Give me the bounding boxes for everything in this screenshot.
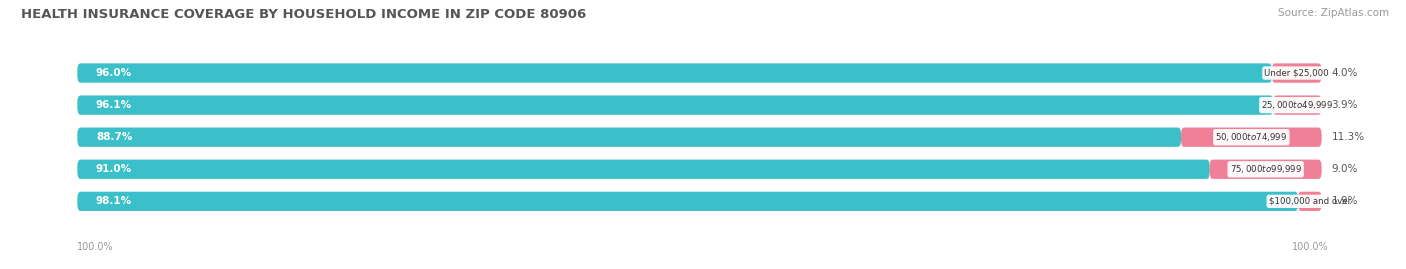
Text: Under $25,000: Under $25,000 [1264,69,1329,77]
FancyBboxPatch shape [77,95,1322,115]
FancyBboxPatch shape [77,160,1209,179]
FancyBboxPatch shape [1181,128,1322,147]
Text: Source: ZipAtlas.com: Source: ZipAtlas.com [1278,8,1389,18]
Text: 11.3%: 11.3% [1331,132,1365,142]
FancyBboxPatch shape [77,192,1298,211]
FancyBboxPatch shape [1209,160,1322,179]
Text: 96.1%: 96.1% [96,100,132,110]
Text: $50,000 to $74,999: $50,000 to $74,999 [1215,131,1288,143]
FancyBboxPatch shape [1298,192,1322,211]
Text: $100,000 and over: $100,000 and over [1268,197,1351,206]
Text: 4.0%: 4.0% [1331,68,1358,78]
FancyBboxPatch shape [1272,95,1322,115]
Text: 98.1%: 98.1% [96,196,132,206]
Text: $25,000 to $49,999: $25,000 to $49,999 [1261,99,1333,111]
FancyBboxPatch shape [1272,63,1322,83]
FancyBboxPatch shape [77,95,1272,115]
FancyBboxPatch shape [77,128,1181,147]
Text: 3.9%: 3.9% [1331,100,1358,110]
FancyBboxPatch shape [77,63,1272,83]
Text: 100.0%: 100.0% [77,242,114,253]
Text: 1.9%: 1.9% [1331,196,1358,206]
Text: 88.7%: 88.7% [96,132,132,142]
Text: 100.0%: 100.0% [1292,242,1329,253]
Text: $75,000 to $99,999: $75,000 to $99,999 [1230,163,1302,175]
FancyBboxPatch shape [77,192,1322,211]
FancyBboxPatch shape [77,160,1322,179]
Text: 9.0%: 9.0% [1331,164,1358,174]
FancyBboxPatch shape [77,63,1322,83]
Text: 96.0%: 96.0% [96,68,132,78]
Text: 91.0%: 91.0% [96,164,132,174]
FancyBboxPatch shape [77,128,1322,147]
Text: HEALTH INSURANCE COVERAGE BY HOUSEHOLD INCOME IN ZIP CODE 80906: HEALTH INSURANCE COVERAGE BY HOUSEHOLD I… [21,8,586,21]
